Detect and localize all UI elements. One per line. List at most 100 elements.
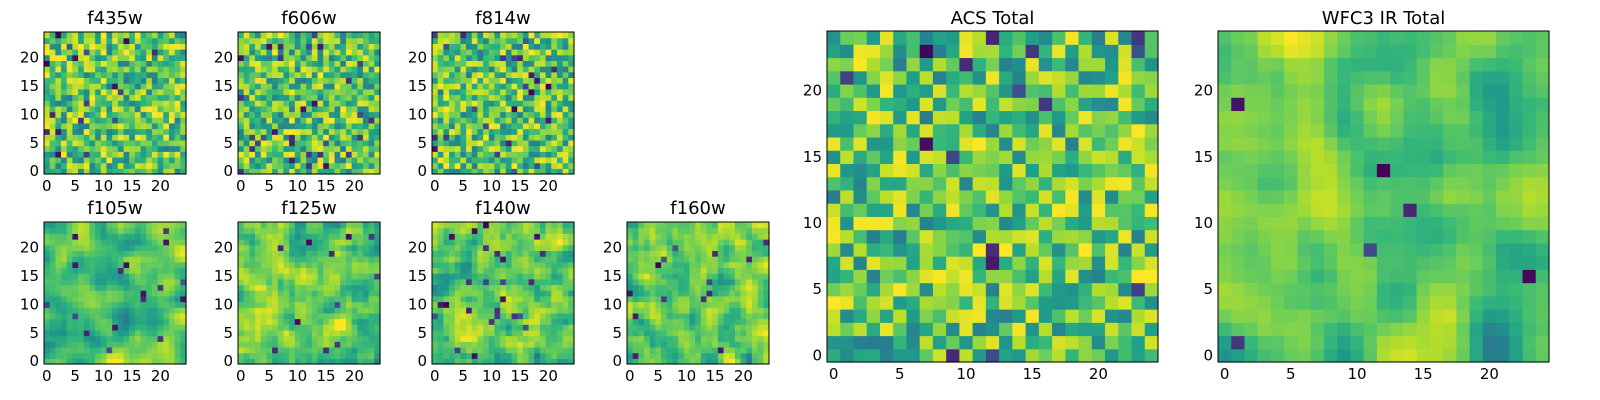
- heatmap-cell: [1065, 348, 1080, 363]
- heatmap-cell: [689, 301, 696, 308]
- heatmap-cell: [294, 222, 302, 229]
- heatmap-cell: [117, 290, 125, 297]
- heatmap-cell: [500, 128, 507, 135]
- heatmap-cell: [638, 341, 645, 348]
- heatmap-cell: [55, 156, 62, 164]
- heatmap-cell: [334, 94, 341, 101]
- heatmap-cell: [683, 233, 691, 240]
- x-tick-label: 0: [42, 367, 52, 385]
- heatmap-cell: [712, 301, 719, 308]
- heatmap-cell: [255, 134, 262, 141]
- heatmap-cell: [466, 273, 473, 280]
- heatmap-cell: [311, 168, 319, 175]
- heatmap-cell: [277, 43, 285, 50]
- heatmap-cell: [946, 256, 960, 270]
- heatmap-cell: [757, 329, 764, 337]
- heatmap-cell: [528, 145, 535, 152]
- heatmap-cell: [368, 318, 375, 325]
- heatmap-cell: [562, 341, 569, 348]
- heatmap-cell: [151, 122, 159, 130]
- heatmap-cell: [300, 358, 307, 365]
- heatmap-cell: [117, 162, 125, 169]
- heatmap-cell: [328, 341, 336, 348]
- heatmap-cell: [238, 105, 245, 113]
- heatmap-cell: [374, 227, 381, 234]
- panel-f160w: f160w 0 5 10 15 20 0 5 10 15 20: [603, 198, 770, 385]
- heatmap-cell: [556, 312, 564, 320]
- heatmap-cell: [717, 295, 725, 303]
- heatmap-cell: [243, 233, 250, 240]
- heatmap-cell: [260, 134, 267, 141]
- heatmap-cell: [460, 117, 467, 124]
- heatmap-cell: [494, 250, 501, 257]
- heatmap-cell: [157, 278, 164, 286]
- heatmap-cell: [562, 278, 569, 286]
- heatmap-cell: [83, 312, 91, 320]
- heatmap-cell: [1038, 97, 1053, 112]
- heatmap-cell: [545, 94, 552, 101]
- heatmap-cell: [522, 134, 530, 141]
- heatmap-cell: [706, 295, 713, 303]
- heatmap-cell: [328, 335, 336, 342]
- heatmap-cell: [437, 168, 444, 175]
- heatmap-cell: [1052, 97, 1066, 112]
- y-tick-label: 20: [20, 239, 39, 257]
- heatmap-cell: [328, 32, 336, 39]
- heatmap-cell: [757, 267, 764, 274]
- heatmap-cell: [146, 244, 153, 251]
- heatmap-cell: [340, 37, 347, 44]
- heatmap-cell: [649, 295, 656, 303]
- heatmap-cell: [432, 122, 439, 130]
- heatmap-cell: [494, 335, 501, 342]
- heatmap-cell: [277, 145, 285, 152]
- heatmap-cell: [129, 352, 136, 359]
- heatmap-cell: [49, 278, 56, 286]
- heatmap-cell: [112, 139, 119, 147]
- heatmap-cell: [78, 71, 85, 79]
- heatmap-cell: [1025, 216, 1040, 231]
- heatmap-cell: [95, 341, 102, 348]
- heatmap-cell: [328, 168, 336, 175]
- heatmap-cell: [466, 32, 473, 39]
- heatmap-cell: [357, 168, 364, 175]
- heatmap-cell: [306, 66, 313, 73]
- heatmap-cell: [488, 256, 496, 263]
- heatmap-cell: [1052, 242, 1066, 257]
- heatmap-cell: [893, 282, 908, 297]
- heatmap-cell: [249, 318, 256, 325]
- heatmap-cell: [351, 295, 358, 303]
- heatmap-cell: [174, 312, 181, 320]
- heatmap-cell: [266, 77, 273, 84]
- heatmap-cell: [666, 290, 674, 297]
- heatmap-cell: [746, 346, 753, 354]
- heatmap-cell: [700, 352, 708, 359]
- heatmap-cell: [1038, 256, 1053, 270]
- heatmap-cell: [1012, 150, 1027, 164]
- heatmap-cell: [1065, 282, 1080, 297]
- heatmap-cell: [100, 88, 108, 96]
- heatmap-cell: [311, 290, 319, 297]
- heatmap-cell: [683, 295, 691, 303]
- heatmap-cell: [95, 261, 102, 269]
- heatmap-cell: [294, 49, 302, 56]
- heatmap-cell: [334, 151, 341, 158]
- heatmap-cell: [311, 43, 319, 50]
- heatmap-cell: [661, 261, 668, 269]
- heatmap-cell: [539, 312, 547, 320]
- heatmap-cell: [266, 54, 273, 61]
- heatmap-cell: [466, 358, 473, 365]
- heatmap-cell: [717, 312, 725, 320]
- heatmap-cell: [893, 309, 908, 323]
- heatmap-cell: [294, 284, 302, 291]
- heatmap-cell: [517, 117, 524, 124]
- heatmap-cell: [556, 43, 564, 50]
- heatmap-cell: [488, 168, 496, 175]
- heatmap-cell: [1118, 282, 1133, 297]
- heatmap-cell: [157, 239, 164, 246]
- heatmap-cell: [655, 335, 662, 342]
- heatmap-cell: [49, 77, 56, 84]
- heatmap-cell: [539, 54, 547, 61]
- heatmap-cell: [294, 256, 302, 263]
- heatmap-cell: [266, 122, 273, 130]
- heatmap-cell: [134, 346, 142, 354]
